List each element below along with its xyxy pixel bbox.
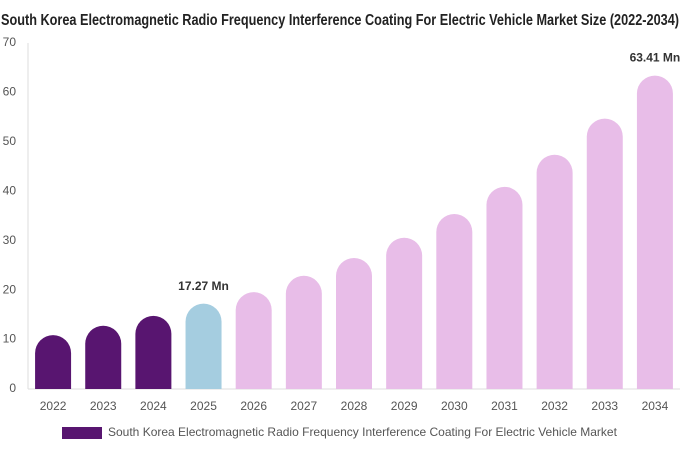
bar xyxy=(636,75,673,389)
y-tick-label: 70 xyxy=(3,35,17,49)
legend-swatch xyxy=(62,427,102,439)
bar xyxy=(35,335,72,389)
bar xyxy=(85,325,122,389)
bar xyxy=(185,303,222,389)
y-tick-label: 50 xyxy=(3,134,17,148)
value-label: 63.41 Mn xyxy=(630,51,680,65)
x-tick-label: 2022 xyxy=(40,399,67,413)
y-tick-label: 30 xyxy=(3,233,17,247)
x-tick-label: 2029 xyxy=(391,399,418,413)
bar xyxy=(336,258,372,389)
x-tick-label: 2032 xyxy=(541,399,568,413)
y-tick-label: 0 xyxy=(9,381,16,395)
bar xyxy=(436,214,473,389)
bar xyxy=(135,315,172,389)
x-tick-label: 2034 xyxy=(642,399,669,413)
y-tick-label: 60 xyxy=(3,85,17,99)
legend-label: South Korea Electromagnetic Radio Freque… xyxy=(108,425,618,439)
bar xyxy=(235,292,272,389)
x-tick-label: 2025 xyxy=(190,399,217,413)
bar xyxy=(586,118,623,389)
x-tick-label: 2030 xyxy=(441,399,468,413)
y-tick-label: 40 xyxy=(3,183,17,197)
bar xyxy=(486,186,523,389)
x-tick-label: 2024 xyxy=(140,399,167,413)
y-tick-label: 10 xyxy=(3,332,17,346)
bar xyxy=(536,154,573,389)
x-tick-label: 2028 xyxy=(341,399,368,413)
bar xyxy=(285,275,322,389)
x-tick-label: 2027 xyxy=(290,399,317,413)
x-tick-label: 2026 xyxy=(240,399,267,413)
x-tick-label: 2031 xyxy=(491,399,518,413)
value-label: 17.27 Mn xyxy=(178,279,229,293)
bar xyxy=(386,237,423,389)
y-tick-label: 20 xyxy=(3,282,17,296)
chart-title: South Korea Electromagnetic Radio Freque… xyxy=(1,12,679,29)
x-tick-label: 2033 xyxy=(591,399,618,413)
x-tick-label: 2023 xyxy=(90,399,117,413)
